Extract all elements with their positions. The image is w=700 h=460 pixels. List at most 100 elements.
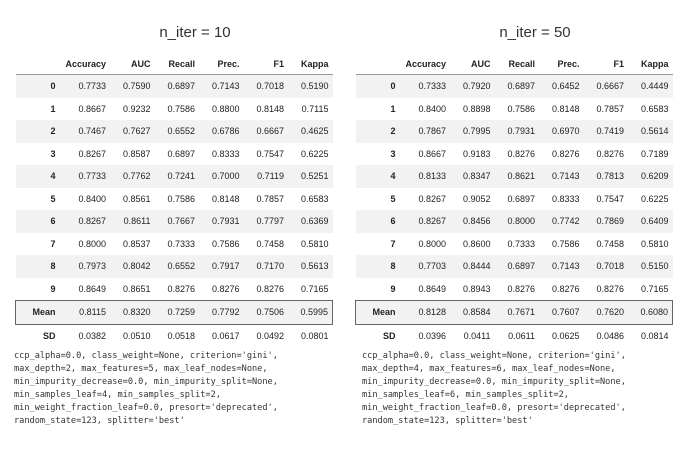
table-cell: 0.7333 (405, 74, 450, 98)
table-cell: 0.7627 (110, 120, 155, 143)
table-cell: 0.8621 (494, 165, 539, 188)
table-cell: 0.8276 (551, 148, 580, 159)
table-cell: 0.8133 (405, 165, 450, 188)
table-cell: 0.7586 (507, 103, 535, 114)
column-header: Accuracy (65, 54, 110, 75)
row-label: 8 (355, 255, 406, 278)
table-cell: 0.7458 (256, 238, 284, 249)
table-cell: 0.8000 (78, 238, 106, 249)
table-cell: 0.8456 (450, 210, 495, 233)
table-cell: 0.8444 (450, 255, 495, 278)
table-cell: 0.5995 (288, 300, 333, 325)
table-cell: 0.7143 (199, 74, 244, 98)
table-cell: 0.6225 (640, 193, 669, 204)
table-cell: 0.6970 (539, 120, 584, 143)
table-cell: 0.0518 (167, 330, 195, 341)
table-cell: 0.7586 (551, 238, 580, 249)
table-cell: 0.5810 (640, 238, 669, 249)
table-cell: 0.6209 (628, 165, 673, 188)
row-label: 8 (15, 255, 66, 278)
table-cell: 0.8400 (78, 193, 106, 204)
table-cell: 0.6583 (640, 103, 669, 114)
table-cell: 0.8276 (167, 283, 195, 294)
table-cell: 0.7333 (507, 238, 535, 249)
table-cell: 0.5613 (288, 255, 333, 278)
table-cell: 0.6786 (199, 120, 244, 143)
table-cell: 0.6897 (494, 74, 539, 98)
table-row: 9 0.8649 0.8943 0.8276 0.8276 0.8276 0.7165 (356, 278, 673, 301)
table-cell: 0.8667 (418, 148, 446, 159)
table-cell: 0.7119 (243, 165, 288, 188)
left-panel-title: n_iter = 10 (159, 24, 231, 41)
table-cell: 0.7590 (110, 74, 155, 98)
table-cell: 0.8667 (78, 103, 106, 114)
table-cell: 0.7333 (167, 238, 195, 249)
table-row: 4 0.7733 0.7762 0.7241 0.7000 0.7119 0.5251 (15, 165, 333, 188)
table-row: 8 0.7703 0.8444 0.6897 0.7143 0.7018 0.5150 (355, 255, 673, 278)
table-header-row: Accuracy AUC Recall Prec. F1 Kappa (15, 54, 333, 75)
table-cell: 0.7607 (539, 300, 584, 325)
row-label: 5 (390, 193, 396, 204)
table-cell: 0.8115 (65, 300, 110, 325)
table-cell: 0.7917 (199, 255, 244, 278)
table-cell: 0.8333 (551, 193, 580, 204)
row-label: 2 (15, 120, 66, 143)
table-cell: 0.8276 (507, 148, 535, 159)
table-row: 3 0.8667 0.9183 0.8276 0.8276 0.8276 0.7189 (356, 143, 673, 166)
table-row: 7 0.8000 0.8537 0.7333 0.7586 0.7458 0.5810 (16, 233, 333, 256)
table-row: 5 0.8267 0.9052 0.6897 0.8333 0.7547 0.6225 (356, 188, 673, 211)
left-metrics-table: Accuracy AUC Recall Prec. F1 Kappa 0 0.7733 0.7… (15, 54, 333, 347)
table-cell: 0.8276 (551, 283, 580, 294)
table-cell: 0.8267 (418, 193, 446, 204)
table-cell: 0.8128 (405, 300, 450, 325)
table-cell: 0.0611 (508, 330, 535, 341)
table-cell: 0.5190 (288, 74, 333, 98)
row-label: 4 (355, 165, 406, 188)
table-cell: 0.8148 (211, 193, 240, 204)
table-row: 2 0.7867 0.7995 0.7931 0.6970 0.7419 0.5614 (355, 120, 673, 143)
table-cell: 0.7973 (65, 255, 110, 278)
table-cell: 0.0382 (78, 330, 106, 341)
table-cell: 0.7419 (583, 120, 628, 143)
table-cell: 0.8561 (122, 193, 151, 204)
table-row: 0 0.7333 0.7920 0.6897 0.6452 0.6667 0.4449 (355, 74, 673, 98)
table-cell: 0.8347 (450, 165, 495, 188)
table-cell: 0.7931 (494, 120, 539, 143)
mean-row: Mean 0.8128 0.8584 0.7671 0.7607 0.7620 0.6080 (355, 300, 673, 325)
table-cell: 0.8898 (462, 103, 491, 114)
table-row: 2 0.7467 0.7627 0.6552 0.6786 0.6667 0.4625 (15, 120, 333, 143)
table-cell: 0.6897 (507, 193, 535, 204)
table-cell: 0.7620 (583, 300, 628, 325)
row-label: SD (42, 330, 56, 341)
table-cell: 0.8400 (418, 103, 446, 114)
table-cell: 0.8649 (78, 283, 106, 294)
table-cell: 0.8651 (122, 283, 151, 294)
table-cell: 0.7189 (640, 148, 669, 159)
table-cell: 0.0625 (551, 330, 580, 341)
table-cell: 0.7867 (405, 120, 450, 143)
table-cell: 0.7458 (596, 238, 624, 249)
table-cell: 0.0396 (418, 330, 446, 341)
table-cell: 0.9052 (462, 193, 491, 204)
table-cell: 0.7931 (199, 210, 244, 233)
column-header: F1 (243, 54, 288, 75)
table-cell: 0.7018 (243, 74, 288, 98)
column-header: Prec. (199, 54, 244, 75)
row-label: 7 (50, 238, 56, 249)
table-cell: 0.6409 (628, 210, 673, 233)
table-cell: 0.8148 (256, 103, 284, 114)
table-cell: 0.7920 (450, 74, 495, 98)
table-cell: 0.7018 (583, 255, 628, 278)
table-row: 8 0.7973 0.8042 0.6552 0.7917 0.7170 0.5613 (15, 255, 333, 278)
table-cell: 0.0814 (640, 330, 669, 341)
table-cell: 0.8267 (65, 210, 110, 233)
table-header-row: Accuracy AUC Recall Prec. F1 Kappa (355, 54, 673, 75)
right-metrics-table: Accuracy AUC Recall Prec. F1 Kappa 0 0.7333 0.7… (355, 54, 673, 347)
table-cell: 0.6897 (154, 74, 199, 98)
table-cell: 0.7115 (301, 103, 329, 114)
row-label: SD (382, 330, 396, 341)
table-cell: 0.0510 (122, 330, 151, 341)
table-cell: 0.6080 (628, 300, 673, 325)
table-cell: 0.8276 (256, 283, 284, 294)
table-row: 7 0.8000 0.8600 0.7333 0.7586 0.7458 0.5810 (356, 233, 673, 256)
